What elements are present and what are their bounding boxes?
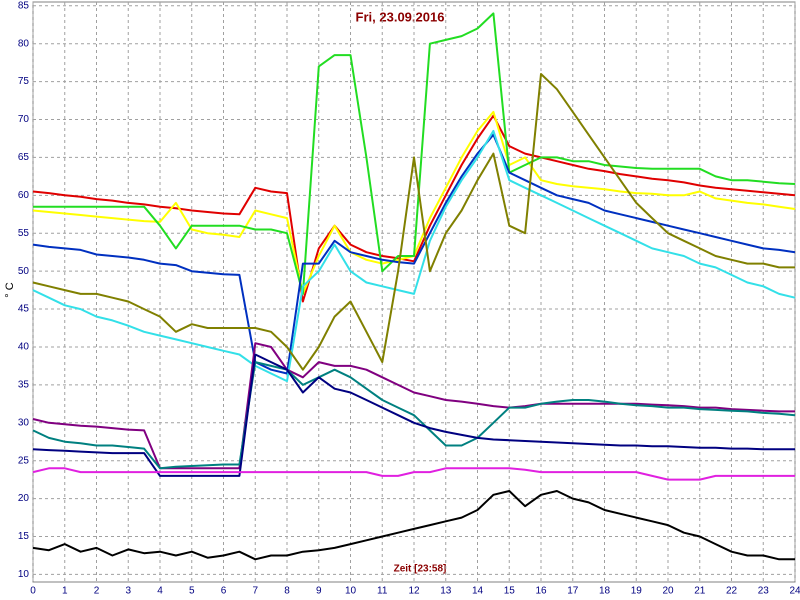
- series-line: [32, 73, 795, 371]
- y-tick-label: 30: [18, 417, 30, 428]
- chart-title: Fri, 23.09.2016: [356, 9, 445, 24]
- y-tick-label: 20: [18, 493, 30, 504]
- x-tick-label: 5: [189, 586, 195, 597]
- x-tick-label: 13: [440, 586, 452, 597]
- x-tick-label: 23: [758, 586, 770, 597]
- x-tick-label: 1: [62, 586, 68, 597]
- series-line: [32, 114, 796, 303]
- x-tick-label: 9: [316, 586, 322, 597]
- x-tick-label: 3: [125, 586, 131, 597]
- y-tick-label: 70: [18, 114, 30, 125]
- x-tick-label: 10: [345, 586, 357, 597]
- series-line: [32, 361, 796, 470]
- y-tick-label: 55: [18, 228, 30, 239]
- x-tick-label: 19: [631, 586, 643, 597]
- y-tick-label: 45: [18, 304, 30, 315]
- series-line: [32, 490, 795, 561]
- y-axis-label: ° C: [4, 282, 16, 297]
- series-line: [33, 12, 796, 295]
- y-tick-label: 75: [18, 76, 30, 87]
- x-tick-label: 12: [408, 586, 420, 597]
- y-tick-label: 40: [18, 342, 30, 353]
- y-tick-label: 25: [18, 455, 30, 466]
- x-tick-label: 18: [599, 586, 611, 597]
- x-tick-label: 2: [94, 586, 100, 597]
- x-tick-label: 15: [504, 586, 516, 597]
- x-tick-label: 22: [726, 586, 738, 597]
- x-tick-label: 0: [30, 586, 36, 597]
- x-tick-label: 14: [472, 586, 484, 597]
- y-tick-label: 10: [18, 569, 30, 580]
- x-tick-label: 6: [221, 586, 227, 597]
- x-tick-label: 20: [662, 586, 674, 597]
- y-tick-label: 65: [18, 152, 30, 163]
- x-tick-label: 11: [377, 586, 388, 597]
- x-axis-label: Zeit [23:58]: [394, 564, 447, 575]
- x-tick-label: 21: [694, 586, 706, 597]
- x-tick-label: 7: [252, 586, 258, 597]
- y-tick-label: 80: [18, 38, 30, 49]
- y-tick-label: 15: [18, 531, 30, 542]
- x-tick-label: 17: [567, 586, 579, 597]
- y-tick-label: 60: [18, 190, 30, 201]
- x-tick-label: 24: [789, 586, 800, 597]
- y-tick-label: 85: [18, 0, 30, 11]
- x-tick-label: 8: [284, 586, 290, 597]
- x-tick-label: 16: [535, 586, 547, 597]
- series-line: [32, 133, 796, 375]
- series-line: [32, 353, 795, 477]
- x-tick-label: 4: [157, 586, 163, 597]
- series-line: [32, 467, 795, 481]
- y-tick-label: 50: [18, 266, 30, 277]
- series-line: [32, 129, 796, 383]
- y-tick-label: 35: [18, 380, 30, 391]
